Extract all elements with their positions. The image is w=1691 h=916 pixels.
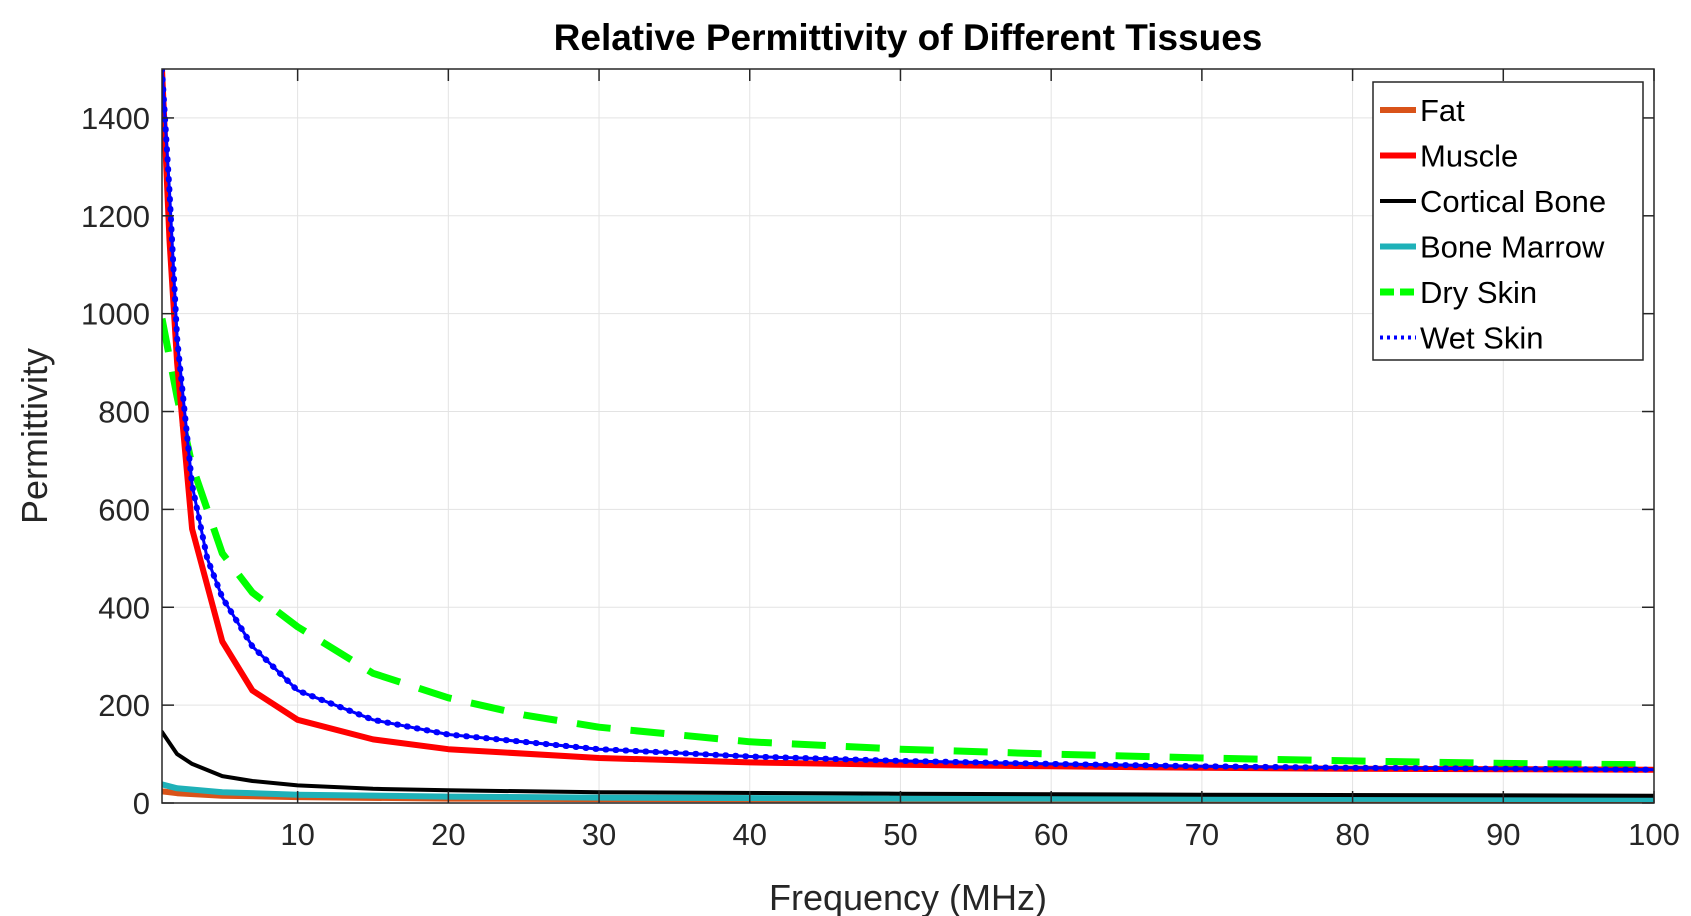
y-tick-label: 1000	[81, 297, 150, 332]
y-tick-label: 0	[133, 786, 150, 821]
legend-label: Fat	[1420, 93, 1465, 128]
x-tick-labels: 10 20 30 40 50 60 70 80 90 100	[280, 817, 1679, 852]
plot-frame	[161, 68, 1655, 804]
series-line-cortical-bone	[162, 730, 1654, 798]
series-line-wet-skin-core	[162, 69, 1654, 772]
legend-label: Wet Skin	[1420, 321, 1543, 356]
legend-label: Dry Skin	[1420, 275, 1537, 310]
x-tick-label: 40	[733, 817, 767, 852]
x-tick-label: 80	[1335, 817, 1369, 852]
y-tick-label: 600	[98, 492, 150, 527]
y-tick-label: 400	[98, 590, 150, 625]
x-tick-label: 90	[1486, 817, 1520, 852]
series-group	[162, 69, 1654, 803]
y-tick-labels: 0 200 400 600 800 1000 1200 1400	[81, 101, 150, 821]
x-tick-label: 70	[1185, 817, 1219, 852]
x-tick-label: 50	[883, 817, 917, 852]
y-tick-label: 1400	[81, 101, 150, 136]
series-line-dry-skin	[162, 317, 1654, 769]
x-tick-label: 20	[431, 817, 465, 852]
legend-label: Cortical Bone	[1420, 184, 1606, 219]
y-tick-label: 1200	[81, 199, 150, 234]
x-tick-label: 30	[582, 817, 616, 852]
legend-label: Muscle	[1420, 139, 1518, 174]
axis-ticks	[162, 69, 1655, 804]
chart-title: Relative Permittivity of Different Tissu…	[554, 17, 1263, 58]
y-tick-label: 800	[98, 395, 150, 430]
x-tick-label: 100	[1628, 817, 1680, 852]
legend-box	[1372, 81, 1644, 361]
x-axis-label: Frequency (MHz)	[769, 877, 1047, 916]
x-tick-label: 60	[1034, 817, 1068, 852]
legend: Fat Muscle Cortical Bone Bone Marrow Dry Ski…	[1372, 81, 1644, 361]
y-tick-label: 200	[98, 688, 150, 723]
x-tick-label: 10	[280, 817, 314, 852]
series-line-bone-marrow	[162, 781, 1654, 803]
legend-label: Bone Marrow	[1420, 230, 1605, 265]
y-axis-label: Permittivity	[14, 348, 55, 524]
